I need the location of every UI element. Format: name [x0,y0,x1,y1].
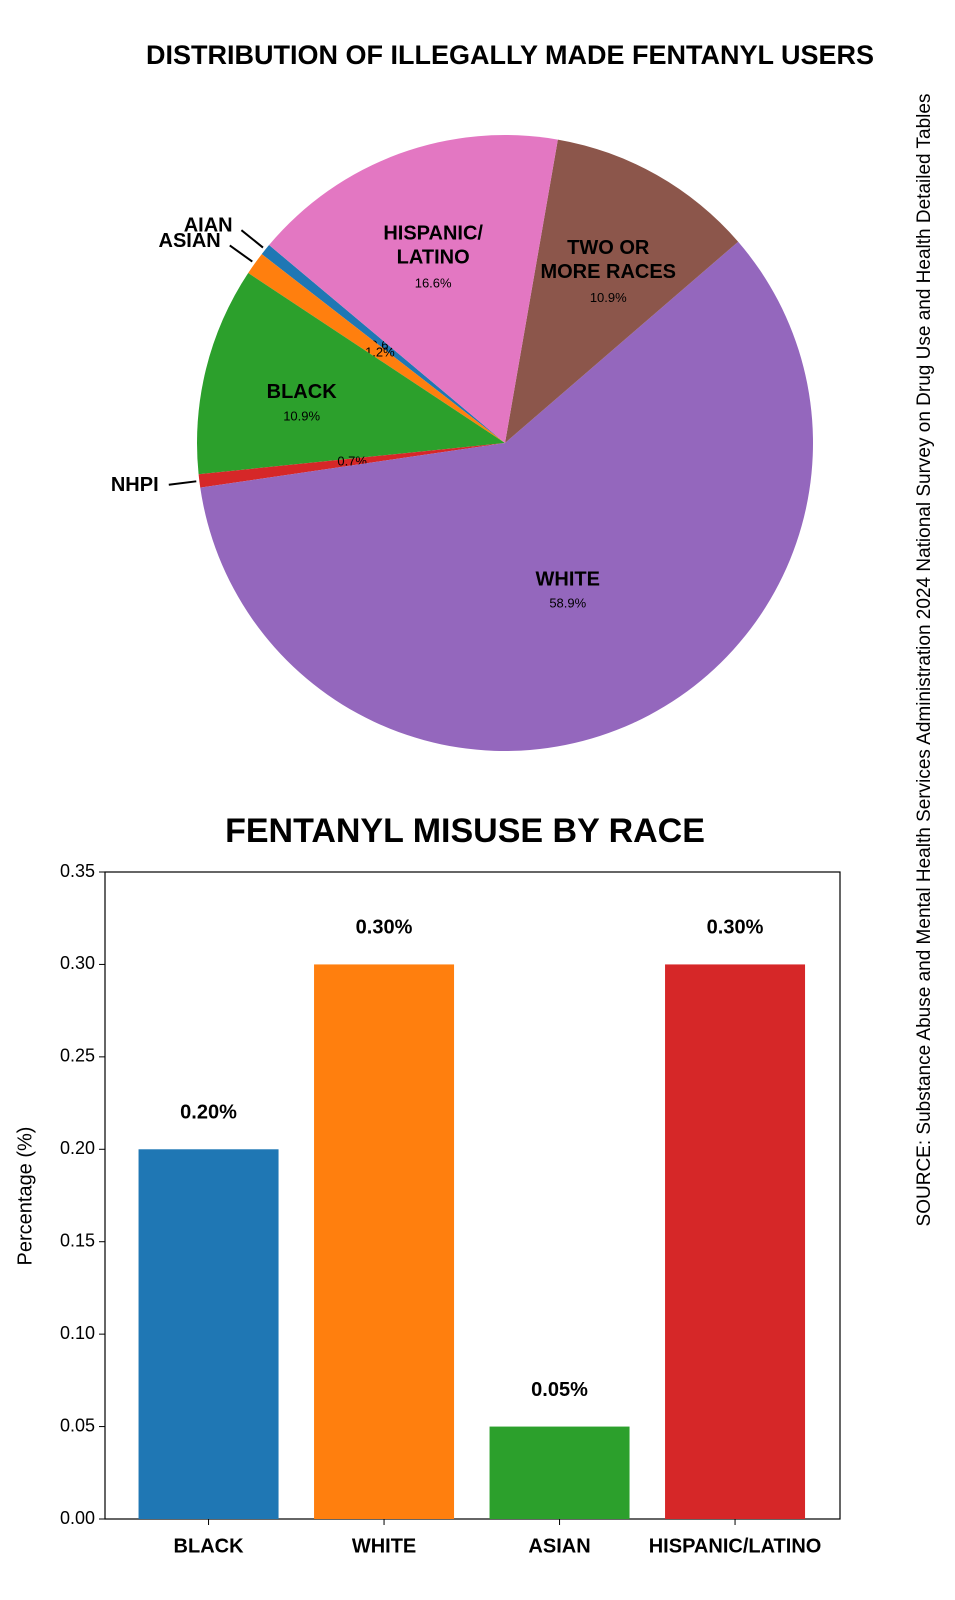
pie-slice [197,272,505,475]
value-label: 0.05% [531,1379,588,1401]
y-tick-label: 0.10 [60,1323,95,1343]
leader-line [168,480,197,486]
slice-label: BLACK [267,381,338,403]
pie-title: DISTRIBUTION OF ILLEGALLY MADE FENTANYL … [146,40,874,70]
y-tick-label: 0.00 [60,1508,95,1528]
pie-slice [248,254,506,443]
value-label: 0.30% [356,917,413,939]
slice-label: ASIAN [159,230,221,252]
value-label: 0.30% [707,917,764,939]
plot-frame [104,871,841,1520]
bar-title: FENTANYL MISUSE BY RACE [225,812,705,850]
y-tick-label: 0.15 [60,1230,95,1250]
bar [665,964,806,1519]
y-axis-label: Percentage (%) [14,1127,36,1266]
y-tick-label: 0.05 [60,1415,95,1435]
leader-line [240,229,264,249]
bar [138,1149,279,1519]
pie-slice [198,443,505,488]
slice-label: TWO OR MORE RACES [540,237,676,283]
y-tick-label: 0.20 [60,1138,95,1158]
bar [314,964,455,1519]
y-tick-label: 0.30 [60,953,95,973]
pie-slice [200,241,814,752]
slice-label: NHPI [111,474,159,496]
slice-label: WHITE [536,569,600,591]
value-label: 0.20% [180,1102,237,1124]
x-tick-label: ASIAN [528,1535,590,1557]
bar [489,1426,630,1519]
y-tick-label: 0.25 [60,1046,95,1066]
x-tick-label: BLACK [174,1535,245,1557]
y-tick-label: 0.35 [60,861,95,881]
pie-slice [505,139,739,444]
x-tick-label: HISPANIC/LATINO [649,1535,822,1557]
slice-label: AIAN [184,215,233,237]
slice-percent: 10.9% [283,408,320,423]
slice-percent: 16.6% [415,276,452,291]
source-note: SOURCE: Substance Abuse and Mental Healt… [914,94,935,1227]
pie-slice [269,135,558,443]
leader-line [229,244,253,263]
slice-label: HISPANIC/LATINO [383,223,483,269]
x-tick-label: WHITE [352,1535,416,1557]
slice-percent: 10.9% [590,290,627,305]
pie-slice [261,245,505,443]
slice-percent: 58.9% [549,596,586,611]
